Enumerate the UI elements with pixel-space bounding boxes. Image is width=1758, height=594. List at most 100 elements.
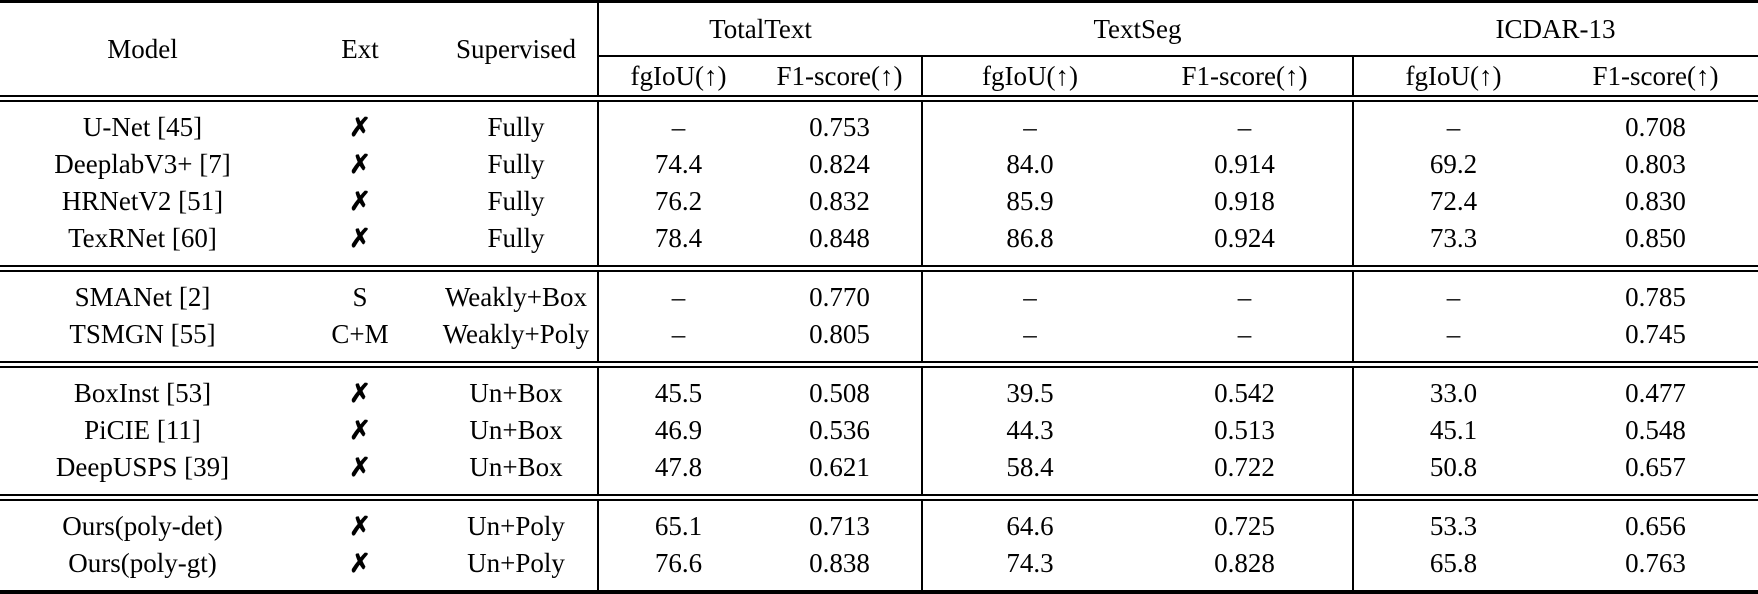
cell-metric-value: – <box>1353 265 1553 316</box>
cell-metric-value: 0.656 <box>1553 494 1758 545</box>
cell-metric-value: 76.6 <box>654 548 703 578</box>
cross-icon: ✗ <box>349 512 371 541</box>
cell-metric-value: 0.828 <box>1137 545 1354 592</box>
cell-metric-value: 0.770 <box>758 265 923 316</box>
group-header-textseg: TextSeg <box>922 1 1353 57</box>
cell-metric-value: 69.2 <box>1429 149 1478 179</box>
header-row-groups: Model Ext Supervised TotalText TextSeg I… <box>0 1 1758 99</box>
cell-metric-value: 45.1 <box>1429 415 1478 445</box>
cell-supervised: Un+Box <box>435 449 599 498</box>
cell-metric-value: 86.8 <box>1006 223 1054 253</box>
cell-metric-value: 0.725 <box>1137 494 1354 545</box>
cell-model: U-Net [45] <box>0 95 285 146</box>
cell-metric-value: 64.6 <box>922 494 1137 545</box>
table-row: Ours(poly-det) ✗ Un+Poly 65.1 0.713 64.6 0.725… <box>0 494 1758 545</box>
cell-metric-value: 58.4 <box>1006 452 1054 482</box>
cell-metric-value: – <box>671 319 686 349</box>
cell-metric-value: 50.8 <box>1429 452 1478 482</box>
cell-metric-value: 65.8 <box>1429 548 1478 578</box>
cell-metric-value: 0.722 <box>1137 449 1354 498</box>
cell-supervised: Un+Poly <box>435 494 599 545</box>
cell-metric-value: 0.657 <box>1625 452 1686 482</box>
cell-supervised: Un+Box <box>435 412 599 449</box>
cell-metric-value: 0.763 <box>1625 548 1686 578</box>
cell-metric-value: 73.3 <box>1429 223 1478 253</box>
cross-icon: ✗ <box>349 549 371 578</box>
table-row: TexRNet [60] ✗ Fully 78.4 0.848 86.8 0.924 73.3… <box>0 220 1758 269</box>
group-header-icdar13: ICDAR-13 <box>1353 1 1758 57</box>
cell-metric-value: 65.1 <box>598 494 758 545</box>
table-row: U-Net [45] ✗ Fully –0.753– – –0.708 <box>0 95 1758 146</box>
cross-icon: ✗ <box>349 416 371 445</box>
table-row: SMANet [2] S Weakly+Box –0.770– – –0.785 <box>0 265 1758 316</box>
cell-ext: ✗ <box>285 220 435 269</box>
cell-metric-value: 0.708 <box>1553 95 1758 146</box>
table-row: DeeplabV3+ [7] ✗ Fully 74.4 0.824 84.0 0.914 69… <box>0 146 1758 183</box>
cell-metric-value: 0.832 <box>758 183 923 220</box>
cell-metric-value: 53.3 <box>1353 494 1553 545</box>
cell-metric-value: 0.542 <box>1137 361 1354 412</box>
cell-supervised: Fully <box>435 95 599 146</box>
cross-icon: ✗ <box>349 224 371 253</box>
cell-metric-value: – <box>1137 265 1354 316</box>
cell-ext: ✗ <box>285 95 435 146</box>
cell-metric-value: 0.753 <box>758 95 923 146</box>
cell-ext: ✗ <box>285 183 435 220</box>
cell-supervised: Weakly+Poly <box>435 316 599 365</box>
cell-metric-value: 0.477 <box>1553 361 1758 412</box>
cell-supervised: Fully <box>435 183 599 220</box>
table-row: Ours(poly-gt) ✗ Un+Poly 76.6 0.838 74.3 0.828 6… <box>0 545 1758 592</box>
cell-metric-value: 0.830 <box>1625 186 1686 216</box>
group-header-totaltext: TotalText <box>598 1 922 57</box>
cross-icon: ✗ <box>349 113 371 142</box>
cell-metric-value: 0.713 <box>758 494 923 545</box>
cell-metric-value: – <box>598 95 758 146</box>
cell-metric-value: – <box>1353 95 1553 146</box>
table-row: TSMGN [55] C+M Weakly+Poly – 0.805 – – – 0.745 <box>0 316 1758 365</box>
metric-header-f1-textseg: F1-score(↑) <box>1137 56 1354 99</box>
cell-metric-value: – <box>1137 316 1354 365</box>
cell-model: Ours(poly-det) <box>0 494 285 545</box>
cell-supervised: Fully <box>435 220 599 269</box>
cell-metric-value: 45.5 <box>598 361 758 412</box>
table-row: HRNetV2 [51] ✗ Fully 76.2 0.832 85.9 0.918 72.4… <box>0 183 1758 220</box>
cell-model: SMANet [2] <box>0 265 285 316</box>
cell-metric-value: 0.513 <box>1137 412 1354 449</box>
table-body: U-Net [45] ✗ Fully –0.753– – –0.708 DeeplabV3+… <box>0 95 1758 592</box>
cell-supervised: Un+Poly <box>435 545 599 592</box>
cell-metric-value: – <box>922 265 1137 316</box>
cross-icon: ✗ <box>349 379 371 408</box>
table-row: PiCIE [11] ✗ Un+Box 46.9 0.536 44.3 0.513 45.1 0… <box>0 412 1758 449</box>
column-header-ext: Ext <box>341 33 379 64</box>
metric-header-f1-icdar13: F1-score(↑) <box>1592 60 1719 91</box>
cell-model: PiCIE [11] <box>84 415 201 445</box>
cell-metric-value: 0.508 <box>758 361 923 412</box>
cell-supervised: Weakly+Box <box>435 265 599 316</box>
cell-metric-value: 78.4 <box>654 223 703 253</box>
cell-supervised: Un+Box <box>435 361 599 412</box>
cell-metric-value: 74.4 <box>654 149 703 179</box>
cell-metric-value: 85.9 <box>1006 186 1054 216</box>
column-header-model: Model <box>107 33 178 64</box>
cell-model: HRNetV2 [51] <box>61 186 224 216</box>
cell-metric-value: 0.548 <box>1625 415 1686 445</box>
cell-metric-value: 76.2 <box>654 186 703 216</box>
cell-model: TexRNet [60] <box>68 223 217 253</box>
cell-ext: ✗ <box>285 146 435 183</box>
header-row-metrics: fgIoU(↑) F1-score(↑) fgIoU(↑) F1-score(↑… <box>0 56 1758 99</box>
cross-icon: ✗ <box>349 150 371 179</box>
cell-ext: C+M <box>331 319 389 349</box>
table-row: BoxInst [53] ✗ Un+Box 45.5 0.508 39.5 0.542 33.… <box>0 361 1758 412</box>
cell-metric-value: 0.824 <box>758 146 923 183</box>
cell-supervised: Fully <box>435 146 599 183</box>
cell-ext: ✗ <box>285 545 435 592</box>
cell-ext: ✗ <box>285 412 435 449</box>
cell-metric-value: – <box>1446 319 1461 349</box>
cell-metric-value: 0.745 <box>1625 319 1686 349</box>
cell-metric-value: 0.785 <box>1553 265 1758 316</box>
cell-metric-value: 72.4 <box>1429 186 1478 216</box>
cell-metric-value: 0.848 <box>758 220 923 269</box>
cell-metric-value: 0.803 <box>1625 149 1686 179</box>
cell-metric-value: 0.850 <box>1625 223 1686 253</box>
cell-metric-value: 0.924 <box>1137 220 1354 269</box>
